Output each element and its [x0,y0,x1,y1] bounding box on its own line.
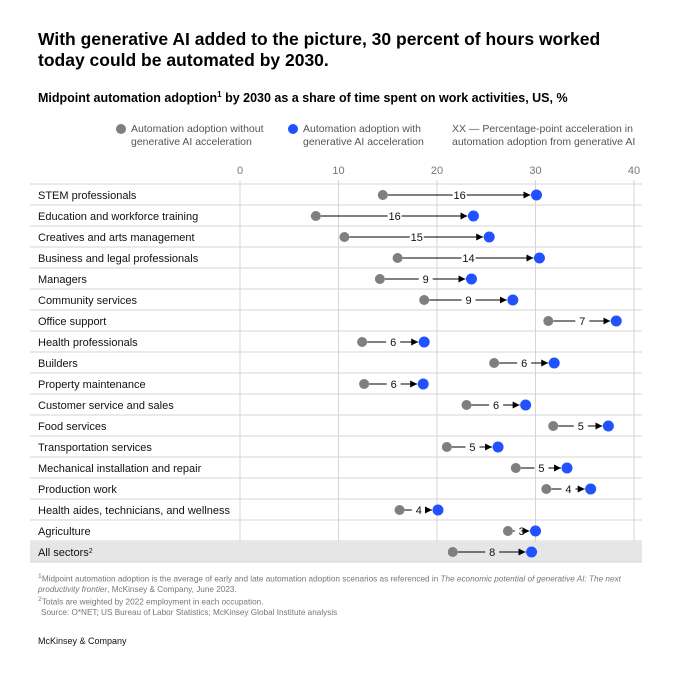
dot-with [520,399,532,411]
row-label: Property maintenance [38,379,146,391]
dot-with [492,441,504,453]
row-label: Community services [38,295,138,307]
row-label: Education and workforce training [38,211,198,223]
dot-without [339,232,350,242]
source-note: Source: O*NET; US Bureau of Labor Statis… [41,608,338,618]
dot-without [392,253,403,263]
chart-title: With generative AI added to the picture,… [38,29,601,70]
dot-with [530,189,542,201]
dot-without [541,484,552,494]
dot-without [359,379,370,389]
delta-label: 6 [391,379,397,391]
footnotes: 1Midpoint automation adoption is the ave… [38,572,648,618]
dot-without [543,316,554,326]
delta-label: 15 [411,232,423,244]
dumbbell-chart: 0 10 20 30 40 STEM professionals 16 Education a… [30,165,642,563]
dot-without [447,547,458,557]
dot-with [533,252,545,264]
delta-label: 6 [493,400,499,412]
x-tick-label: 30 [529,165,541,177]
gray-dot-icon [116,124,126,134]
dot-with [602,420,614,432]
dot-with [507,294,519,306]
row-label: Food services [38,421,107,433]
delta-label: 5 [578,421,584,433]
delta-label: 8 [489,547,495,559]
row-label-sup: 2 [89,548,93,555]
delta-label: 9 [423,274,429,286]
delta-label: 6 [390,337,396,349]
dot-without [461,400,472,410]
x-tick-label: 40 [628,165,640,177]
delta-label: 4 [416,505,422,517]
dot-without [394,505,405,515]
row-label: Health professionals [38,337,138,349]
row-label: STEM professionals [38,190,137,202]
dot-with [418,336,430,348]
delta-label: 4 [565,484,571,496]
blue-dot-icon [288,124,298,134]
brand-logo: McKinsey & Company [38,636,127,646]
x-tick-label: 20 [431,165,443,177]
dot-without [374,274,385,284]
delta-label: 6 [521,358,527,370]
dot-with [610,315,622,327]
delta-label: 5 [538,463,544,475]
dot-with [417,378,429,390]
dot-without [419,295,430,305]
dot-with [467,210,479,222]
delta-label: 7 [579,316,585,328]
dot-with [432,504,444,516]
row-label: Builders [38,358,78,370]
dot-with [561,462,573,474]
dot-with [483,231,495,243]
row-label: Office support [38,316,106,328]
dot-without [357,337,368,347]
dot-with [526,546,538,558]
dot-without [377,190,388,200]
row-label: Creatives and arts management [38,232,195,244]
row-label: Customer service and sales [38,400,174,412]
footnote-1: 1Midpoint automation adoption is the ave… [38,573,621,594]
x-tick-label: 10 [332,165,344,177]
row-label: All sectors2 [38,547,93,559]
dot-without [441,442,452,452]
dot-with [548,357,560,369]
dot-without [548,421,559,431]
dot-with [530,525,541,537]
delta-label: 3 [519,526,525,538]
delta-label: 9 [465,295,471,307]
footnote-2: 2Totals are weighted by 2022 employment … [38,596,264,607]
dot-without [489,358,500,368]
row-label: Transportation services [38,442,152,454]
row-label: Agriculture [38,526,91,538]
dot-with [585,483,597,495]
all-sectors-highlight [30,542,642,562]
delta-label: 16 [454,190,466,202]
chart-subtitle: Midpoint automation adoption1 by 2030 as… [38,90,568,106]
row-label: Managers [38,274,87,286]
delta-label: 16 [389,211,401,223]
dot-with [465,273,477,285]
row-label: Business and legal professionals [38,253,199,265]
dot-without [310,211,321,221]
row-label: Production work [38,484,117,496]
delta-label: 5 [469,442,475,454]
dot-without [502,526,513,536]
dot-without [510,463,521,473]
row-label: Health aides, technicians, and wellness [38,505,231,517]
delta-label: 14 [462,253,474,265]
row-label: Mechanical installation and repair [38,463,202,475]
x-tick-label: 0 [237,165,243,177]
